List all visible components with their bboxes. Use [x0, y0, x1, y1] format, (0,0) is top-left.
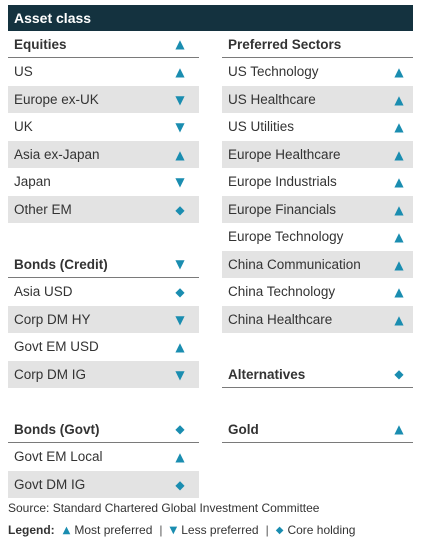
table-row: Other EM ◆	[8, 196, 199, 223]
down-icon: ▼	[175, 92, 185, 107]
row-label: US Utilities	[228, 119, 295, 134]
table-row: US Technology ▲	[222, 58, 413, 85]
row-label: Other EM	[14, 202, 72, 217]
row-label: Europe Healthcare	[228, 147, 341, 162]
up-icon: ▲	[175, 37, 185, 51]
up-icon: ▲	[175, 147, 185, 162]
row-label: Asia ex-Japan	[14, 147, 100, 162]
row-label: Asia USD	[14, 284, 73, 299]
asset-class-title: Asset class	[8, 5, 413, 31]
table-row: China Healthcare ▲	[222, 306, 413, 333]
legend-separator: |	[159, 523, 163, 537]
legend: Legend: ▲ Most preferred | ▼ Less prefer…	[8, 523, 355, 537]
row-label: UK	[14, 119, 33, 134]
up-icon: ▲	[62, 524, 71, 536]
row-label: Japan	[14, 174, 51, 189]
table-row: Europe Technology ▲	[222, 223, 413, 250]
row-label: China Technology	[228, 284, 336, 299]
table-row: Europe ex-UK ▼	[8, 86, 199, 113]
table-row: US Healthcare ▲	[222, 86, 413, 113]
row-label: Govt EM Local	[14, 449, 103, 464]
row-label: China Communication	[228, 257, 361, 272]
up-icon: ▲	[394, 312, 404, 327]
bonds-govt-header: Bonds (Govt) ◆	[8, 416, 199, 443]
table-row: Govt EM Local ▲	[8, 443, 199, 470]
down-icon: ▼	[175, 257, 185, 271]
section-label: Equities	[14, 36, 67, 52]
diamond-icon: ◆	[175, 284, 185, 299]
source-note: Source: Standard Chartered Global Invest…	[8, 501, 320, 515]
diamond-icon: ◆	[175, 477, 185, 492]
down-icon: ▼	[175, 174, 185, 189]
table-row: Europe Financials ▲	[222, 196, 413, 223]
table-row: Govt EM USD ▲	[8, 333, 199, 360]
up-icon: ▲	[394, 64, 404, 79]
section-label: Bonds (Govt)	[14, 421, 100, 437]
table-row: Japan ▼	[8, 168, 199, 195]
row-label: US Technology	[228, 64, 319, 79]
down-icon: ▼	[175, 312, 185, 327]
up-icon: ▲	[175, 339, 185, 354]
section-label: Preferred Sectors	[228, 36, 342, 52]
row-label: Corp DM IG	[14, 367, 87, 382]
up-icon: ▲	[394, 257, 404, 272]
up-icon: ▲	[394, 422, 404, 436]
table-row: Europe Healthcare ▲	[222, 141, 413, 168]
up-icon: ▲	[175, 64, 185, 79]
row-label: Europe Technology	[228, 229, 344, 244]
legend-label: Most preferred	[74, 523, 153, 537]
section-label: Bonds (Credit)	[14, 256, 108, 272]
row-label: US Healthcare	[228, 92, 316, 107]
up-icon: ▲	[175, 449, 185, 464]
up-icon: ▲	[394, 119, 404, 134]
row-label: Govt DM IG	[14, 477, 86, 492]
up-icon: ▲	[394, 147, 404, 162]
gold-header: Gold ▲	[222, 416, 413, 443]
table-row: Europe Industrials ▲	[222, 168, 413, 195]
legend-label: Less preferred	[181, 523, 259, 537]
table-row: Corp DM HY ▼	[8, 306, 199, 333]
legend-label: Core holding	[287, 523, 356, 537]
down-icon: ▼	[175, 367, 185, 382]
table-row: China Technology ▲	[222, 278, 413, 305]
table-row: Corp DM IG ▼	[8, 361, 199, 388]
row-label: Europe Industrials	[228, 174, 337, 189]
table-row: US ▲	[8, 58, 199, 85]
row-label: Europe ex-UK	[14, 92, 99, 107]
legend-separator: |	[265, 523, 269, 537]
preferred-sectors-header: Preferred Sectors	[222, 31, 413, 58]
up-icon: ▲	[394, 284, 404, 299]
down-icon: ▼	[175, 119, 185, 134]
down-icon: ▼	[169, 524, 178, 536]
table-row: US Utilities ▲	[222, 113, 413, 140]
row-label: Europe Financials	[228, 202, 337, 217]
table-row: Asia ex-Japan ▲	[8, 141, 199, 168]
table-row: China Communication ▲	[222, 251, 413, 278]
diamond-icon: ◆	[394, 367, 404, 381]
alternatives-header: Alternatives ◆	[222, 361, 413, 388]
row-label: Corp DM HY	[14, 312, 91, 327]
row-label: China Healthcare	[228, 312, 333, 327]
row-label: US	[14, 64, 33, 79]
row-label: Govt EM USD	[14, 339, 99, 354]
legend-title: Legend:	[8, 523, 55, 537]
equities-header: Equities ▲	[8, 31, 199, 58]
table-row: Govt DM IG ◆	[8, 471, 199, 498]
section-label: Gold	[228, 421, 259, 437]
up-icon: ▲	[394, 92, 404, 107]
up-icon: ▲	[394, 229, 404, 244]
bonds-credit-header: Bonds (Credit) ▼	[8, 251, 199, 278]
diamond-icon: ◆	[175, 202, 185, 217]
table-row: Asia USD ◆	[8, 278, 199, 305]
up-icon: ▲	[394, 202, 404, 217]
diamond-icon: ◆	[175, 422, 185, 436]
table-row: UK ▼	[8, 113, 199, 140]
section-label: Alternatives	[228, 366, 306, 382]
diamond-icon: ◆	[275, 524, 284, 536]
up-icon: ▲	[394, 174, 404, 189]
